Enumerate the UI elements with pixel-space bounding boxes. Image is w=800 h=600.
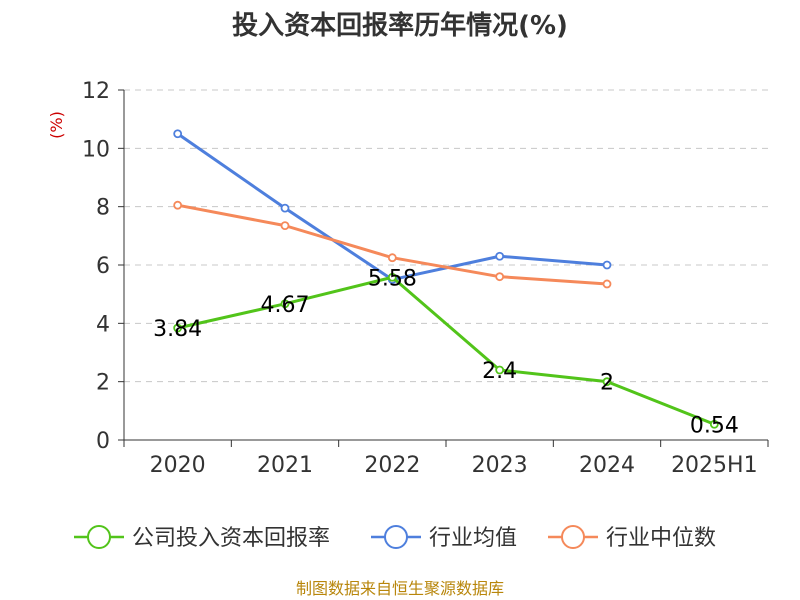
- legend-item: 行业中位数: [548, 525, 716, 551]
- series-line: [177, 275, 715, 426]
- series-lines: [173, 129, 719, 429]
- legend: 公司投入资本回报率 行业均值 行业中位数: [74, 525, 716, 551]
- data-point: [173, 129, 183, 139]
- data-point: [709, 419, 719, 429]
- legend-swatch-marker: [384, 525, 408, 549]
- x-tick-label: 2023: [472, 453, 528, 478]
- x-tick-label: 2022: [364, 453, 420, 478]
- y-tick-label: 0: [96, 429, 110, 454]
- data-point: [602, 279, 612, 289]
- y-tick-label: 10: [82, 137, 110, 162]
- data-point: [602, 377, 612, 387]
- y-tick-label: 8: [96, 196, 110, 221]
- legend-label: 行业中位数: [606, 526, 716, 551]
- data-point: [602, 260, 612, 270]
- gridlines: [124, 89, 768, 383]
- data-point: [280, 203, 290, 213]
- data-point: [173, 200, 183, 210]
- legend-item: 公司投入资本回报率: [74, 525, 330, 551]
- data-point: [495, 365, 505, 375]
- chart-title: 投入资本回报率历年情况(%): [232, 10, 568, 41]
- x-tick-label: 2024: [579, 453, 635, 478]
- y-tick-label: 6: [96, 254, 110, 279]
- data-label: 2: [600, 371, 614, 396]
- data-point: [280, 221, 290, 231]
- data-label: 5.58: [368, 266, 417, 291]
- data-labels: 3.84 4.67 5.58 2.4 2 0.54: [153, 266, 739, 438]
- legend-swatch-marker: [87, 525, 111, 549]
- data-label: 0.54: [690, 413, 739, 438]
- y-axis-label: (%): [47, 111, 66, 139]
- legend-label: 行业均值: [429, 526, 517, 551]
- data-point: [173, 323, 183, 333]
- axes: 0 2 4 6 8 10 12 2020 2021 2022 2023 2024 2025H1: [82, 79, 769, 478]
- source-note: 制图数据来自恒生聚源数据库: [296, 579, 504, 598]
- legend-item: 行业均值: [371, 525, 517, 551]
- data-point: [387, 272, 397, 282]
- data-label: 2.4: [482, 359, 517, 384]
- x-tick-label: 2020: [150, 453, 206, 478]
- legend-label: 公司投入资本回报率: [132, 526, 330, 551]
- data-point: [495, 251, 505, 261]
- data-label: 4.67: [261, 293, 310, 318]
- y-tick-label: 2: [96, 371, 110, 396]
- x-tick-label: 2025H1: [671, 453, 758, 478]
- y-tick-label: 4: [96, 312, 110, 337]
- x-tick-label: 2021: [257, 453, 313, 478]
- y-tick-label: 12: [82, 79, 110, 104]
- legend-swatch-marker: [561, 525, 585, 549]
- data-label: 3.84: [153, 317, 202, 342]
- data-point: [387, 253, 397, 263]
- data-point: [495, 272, 505, 282]
- data-point: [280, 299, 290, 309]
